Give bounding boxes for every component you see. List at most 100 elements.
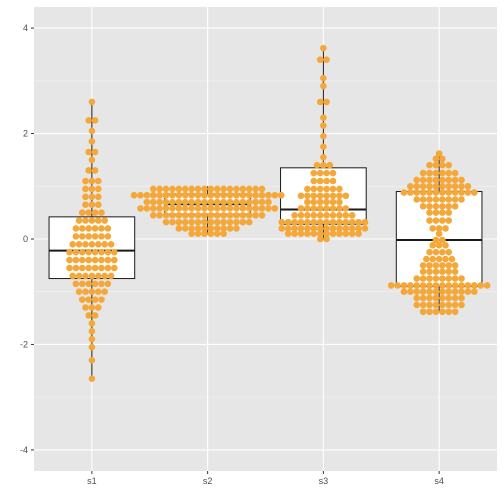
- data-point: [451, 169, 459, 177]
- data-point: [201, 198, 208, 206]
- data-point: [188, 191, 195, 199]
- data-point: [213, 230, 221, 238]
- data-point: [78, 256, 86, 264]
- data-point: [445, 161, 453, 169]
- data-point: [82, 177, 89, 185]
- data-point: [169, 191, 176, 199]
- data-point: [316, 218, 324, 226]
- data-point: [85, 312, 92, 319]
- data-point: [213, 211, 221, 219]
- data-point: [426, 294, 433, 302]
- data-point: [429, 225, 437, 232]
- data-point: [419, 308, 427, 316]
- data-point: [426, 189, 433, 196]
- data-point: [91, 225, 99, 232]
- data-point: [304, 192, 311, 200]
- data-point: [278, 218, 286, 226]
- data-point: [439, 182, 446, 190]
- data-point: [75, 272, 83, 280]
- data-point: [445, 169, 453, 177]
- data-point: [426, 288, 433, 296]
- data-point: [310, 218, 318, 226]
- data-point: [162, 191, 170, 199]
- data-point: [439, 169, 446, 177]
- data-point: [336, 192, 343, 200]
- data-point: [445, 248, 453, 256]
- data-point: [82, 217, 89, 224]
- data-point: [78, 233, 86, 240]
- data-point: [323, 169, 330, 177]
- data-point: [342, 218, 350, 226]
- data-point: [442, 225, 449, 232]
- data-point: [85, 117, 92, 124]
- data-point: [451, 275, 459, 282]
- data-point: [188, 198, 195, 206]
- data-point: [336, 218, 343, 226]
- data-point: [181, 191, 189, 199]
- data-point: [94, 177, 102, 185]
- data-point: [88, 240, 96, 248]
- data-point: [316, 185, 324, 193]
- data-point: [213, 185, 221, 193]
- data-point: [88, 185, 96, 193]
- data-point: [323, 185, 330, 193]
- data-point: [88, 320, 96, 327]
- data-point: [451, 282, 459, 289]
- data-point: [258, 185, 266, 193]
- data-point: [320, 132, 327, 140]
- data-point: [320, 82, 327, 90]
- data-point: [435, 242, 443, 249]
- data-point: [451, 196, 459, 203]
- data-point: [220, 218, 227, 226]
- y-axis: -4 -2 0 2 4: [20, 23, 34, 455]
- data-point: [162, 218, 170, 226]
- data-point: [297, 192, 305, 200]
- data-point: [72, 225, 80, 232]
- data-point: [101, 217, 108, 224]
- data-point: [72, 264, 80, 272]
- data-point: [201, 191, 208, 199]
- data-point: [419, 301, 427, 309]
- data-point: [94, 304, 102, 311]
- data-point: [85, 248, 92, 256]
- data-point: [220, 205, 227, 212]
- data-point: [91, 209, 99, 216]
- box-s4: [395, 153, 483, 312]
- dots-s2: [130, 185, 285, 238]
- data-point: [188, 185, 195, 193]
- data-point: [429, 242, 437, 249]
- data-point: [445, 282, 453, 289]
- data-point: [149, 211, 157, 219]
- data-point: [233, 191, 240, 199]
- data-point: [407, 182, 414, 190]
- data-point: [483, 282, 491, 289]
- data-point: [88, 138, 96, 145]
- data-point: [130, 191, 138, 199]
- data-point: [419, 294, 427, 302]
- data-point: [85, 225, 92, 232]
- data-point: [448, 255, 456, 263]
- data-point: [329, 230, 337, 238]
- data-point: [348, 225, 356, 232]
- data-point: [316, 169, 324, 177]
- data-point: [432, 288, 440, 296]
- data-point: [72, 233, 80, 240]
- data-point: [66, 248, 73, 256]
- data-point: [91, 233, 99, 240]
- data-point: [72, 256, 80, 264]
- data-point: [329, 198, 337, 206]
- data-point: [316, 98, 324, 106]
- data-point: [194, 191, 202, 199]
- data-point: [265, 198, 272, 206]
- data-point: [426, 308, 433, 316]
- data-point: [439, 189, 446, 196]
- data-point: [439, 248, 446, 256]
- data-point: [316, 192, 324, 200]
- data-point: [156, 205, 163, 212]
- data-point: [107, 240, 115, 248]
- data-point: [432, 155, 440, 163]
- data-point: [297, 211, 305, 219]
- data-point: [407, 189, 414, 196]
- data-point: [207, 211, 215, 219]
- data-point: [426, 282, 433, 289]
